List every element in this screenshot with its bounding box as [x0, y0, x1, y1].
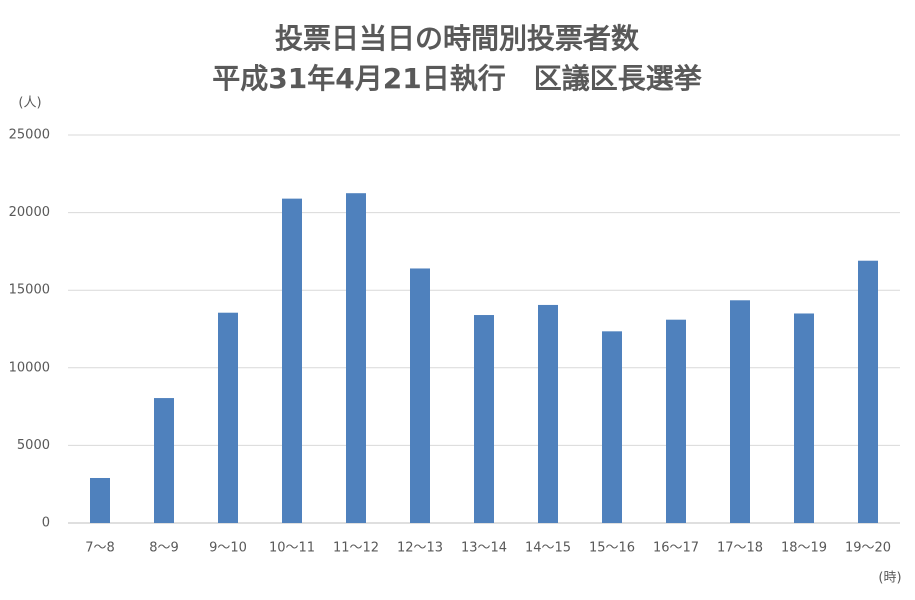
chart-subtitle: 平成31年4月21日執行 区議区長選挙: [212, 62, 702, 95]
y-tick-label: 20000: [9, 205, 50, 220]
bar: [474, 315, 494, 523]
y-tick-label: 0: [42, 516, 50, 531]
y-tick-label: 15000: [9, 283, 50, 298]
x-tick-label: 15〜16: [589, 541, 635, 556]
bar: [90, 477, 110, 523]
bar: [154, 398, 174, 523]
bar: [282, 198, 302, 523]
x-tick-label: 13〜14: [461, 541, 507, 556]
bar: [346, 193, 366, 523]
bar: [666, 319, 686, 523]
bar: [730, 300, 750, 523]
y-axis-label: (人): [18, 96, 41, 111]
y-tick-label: 25000: [9, 128, 50, 143]
x-tick-label: 8〜9: [149, 541, 179, 556]
bar: [410, 268, 430, 523]
x-axis-label: (時): [878, 571, 901, 586]
bar: [538, 304, 558, 523]
y-tick-label: 10000: [9, 360, 50, 375]
bar: [858, 260, 878, 523]
y-tick-label: 5000: [17, 438, 50, 453]
x-tick-label: 14〜15: [525, 541, 571, 556]
bar: [218, 312, 238, 523]
x-tick-label: 17〜18: [717, 541, 763, 556]
x-tick-label: 18〜19: [781, 541, 827, 556]
x-tick-label: 19〜20: [845, 541, 891, 556]
chart-title: 投票日当日の時間別投票者数: [275, 22, 640, 55]
x-tick-label: 12〜13: [397, 541, 443, 556]
bar: [794, 313, 814, 523]
x-tick-label: 16〜17: [653, 541, 699, 556]
x-tick-label: 10〜11: [269, 541, 315, 556]
x-tick-label: 7〜8: [85, 541, 115, 556]
x-tick-label: 9〜10: [209, 541, 247, 556]
x-tick-label: 11〜12: [333, 541, 379, 556]
bar: [602, 331, 622, 523]
